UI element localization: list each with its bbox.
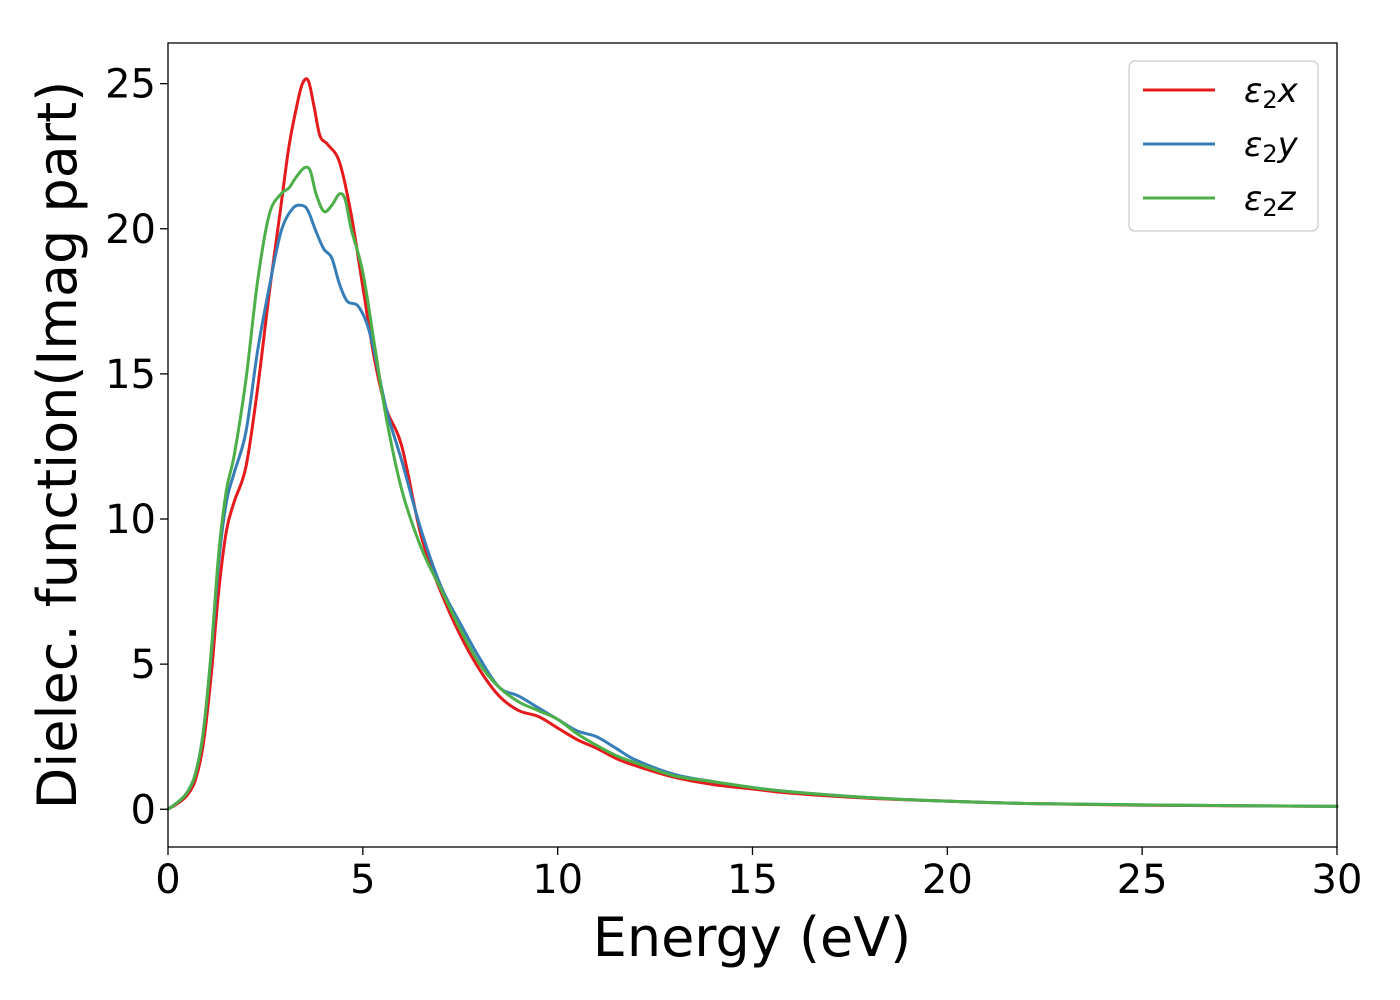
legend: ε2x ε2y ε2z	[1128, 60, 1319, 232]
legend-box	[1128, 60, 1319, 232]
x-tick-label: 30	[1312, 857, 1363, 903]
y-tick-label: 20	[105, 207, 156, 253]
y-tick-label: 25	[105, 62, 156, 108]
y-tick-label: 5	[131, 642, 156, 688]
y-axis-label: Dielec. function(Imag part)	[26, 81, 89, 810]
legend-label-y: ε2y	[1244, 125, 1299, 168]
y-tick-label: 15	[105, 352, 156, 398]
legend-label-x: ε2x	[1244, 71, 1299, 114]
x-tick-label: 20	[922, 857, 973, 903]
series-line-z	[166, 165, 1339, 811]
x-tick-label: 0	[155, 857, 180, 903]
x-tick-label: 10	[532, 857, 583, 903]
y-tick-label: 0	[131, 787, 156, 833]
x-axis-label: Energy (eV)	[593, 906, 912, 969]
legend-label-z: ε2z	[1244, 179, 1297, 222]
y-axis-ticks: 0 5 10 15 20 25	[105, 62, 168, 833]
x-axis-ticks: 0 5 10 15 20 25 30	[155, 847, 1362, 903]
plot-lines	[166, 77, 1339, 811]
x-tick-label: 25	[1117, 857, 1168, 903]
x-tick-label: 5	[350, 857, 375, 903]
y-tick-label: 10	[105, 497, 156, 543]
x-tick-label: 15	[727, 857, 778, 903]
